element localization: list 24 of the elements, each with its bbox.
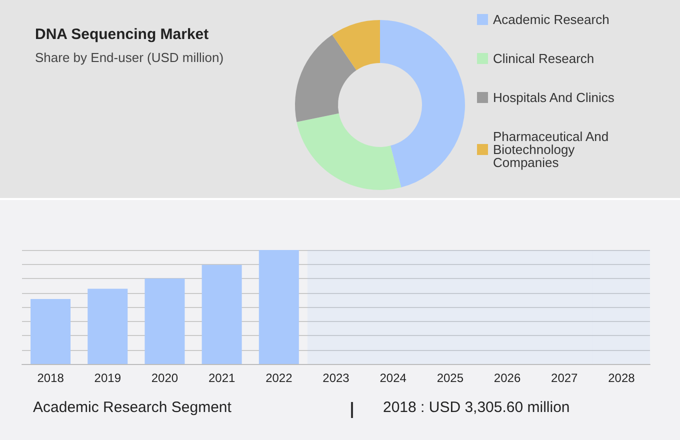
legend-label: Academic Research <box>493 12 610 27</box>
x-tick-label: 2018 <box>37 371 64 385</box>
text: 2018 : USD 3,305.60 million <box>383 399 570 416</box>
x-tick-label: 2020 <box>151 371 178 385</box>
bar <box>88 288 128 364</box>
x-tick-label: 2023 <box>322 371 350 385</box>
x-tick-label: 2026 <box>494 371 521 385</box>
x-tick-label: 2028 <box>608 371 636 385</box>
legend-label: Pharmaceutical And Biotechnology Companies <box>493 129 612 170</box>
legend-label: Clinical Research <box>493 51 594 66</box>
text: Share by End-user (USD million) <box>35 50 224 65</box>
legend-label: Hospitals And Clinics <box>493 90 615 105</box>
bar <box>258 250 299 364</box>
bar <box>202 264 242 364</box>
bar <box>144 278 185 364</box>
x-tick-label: 2027 <box>551 371 578 385</box>
x-tick-label: 2024 <box>380 371 407 385</box>
bar <box>30 299 71 364</box>
text: DNA Sequencing Market <box>35 26 209 43</box>
x-tick-label: 2025 <box>436 371 464 385</box>
x-tick-label: 2021 <box>208 371 236 385</box>
x-tick-label: 2022 <box>266 371 293 385</box>
text: Academic Research Segment <box>33 399 232 416</box>
x-tick-label: 2019 <box>94 371 122 385</box>
